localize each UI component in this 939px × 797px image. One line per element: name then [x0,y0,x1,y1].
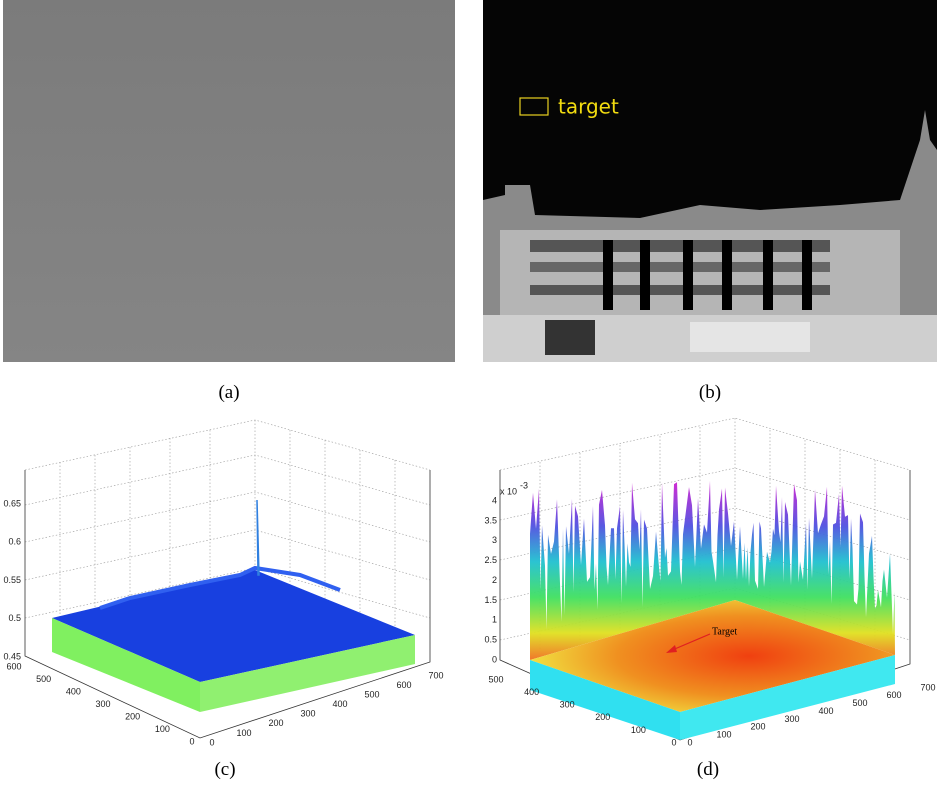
tick-label: 2.5 [484,555,497,565]
caption: (b) [699,382,721,403]
tick-label: 0.5 [484,635,497,645]
caption: (c) [214,759,235,780]
tick-label: 100 [631,725,646,735]
tick-label: 300 [784,714,799,724]
tick-label: 600 [6,661,21,671]
tick-label: 0 [671,737,676,747]
tick-label: 500 [488,674,503,684]
tick-label: 1 [492,615,497,625]
infrared-image [3,0,455,362]
tick-label: 0.6 [8,537,21,547]
tick-label: 500 [364,690,379,700]
tick-label: 600 [886,690,901,700]
tick-label: 2 [492,575,497,585]
tick-label: 200 [268,718,283,728]
caption: (a) [218,382,239,403]
tick-label: 100 [236,728,251,738]
tick-label: 400 [524,687,539,697]
tick-label: 300 [300,709,315,719]
tick-label: 200 [750,722,765,732]
tick-label: 100 [716,730,731,740]
tick-label: 0.5 [8,613,21,623]
tick-label: 4 [492,495,497,505]
tick-label: 700 [920,682,935,692]
z-scale: x 10 [500,486,517,496]
enhanced-image [483,0,937,362]
tick-label: 0 [492,654,497,664]
tick-label: 300 [560,700,575,710]
tick-label: 300 [95,699,110,709]
tick-label: 700 [428,670,443,680]
tick-label: 500 [852,698,867,708]
tick-label: 3 [492,535,497,545]
figure: (a) target (b) (c) [0,0,939,797]
tick-label: 0 [687,737,692,747]
target-label: Target [712,626,737,637]
tick-label: 200 [595,712,610,722]
tick-label: 0.65 [3,498,21,508]
tick-label: 200 [125,711,140,721]
tick-label: 0 [189,736,194,746]
tick-label: 400 [66,686,81,696]
tick-label: 500 [36,674,51,684]
plot-box [500,418,910,740]
tick-label: 0.45 [3,651,21,661]
tick-label: 0.55 [3,575,21,585]
tick-label: 3.5 [484,515,497,525]
z-scale-exponent: -3 [520,480,528,490]
target-label: target [558,95,619,119]
tick-label: 0 [209,737,214,747]
tick-label: 600 [396,680,411,690]
caption: (d) [697,759,719,780]
tick-label: 1.5 [484,595,497,605]
tick-label: 100 [155,724,170,734]
tick-label: 400 [818,706,833,716]
tick-label: 400 [332,699,347,709]
